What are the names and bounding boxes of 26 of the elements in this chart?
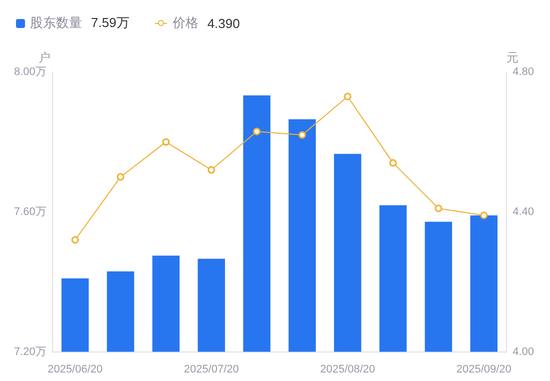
point xyxy=(434,204,442,212)
point xyxy=(480,212,488,220)
point xyxy=(298,131,306,139)
point xyxy=(116,173,124,181)
point xyxy=(71,236,79,244)
y2-tick-label: 4.80 xyxy=(512,66,534,78)
x-tick-label: 2025/06/20 xyxy=(48,363,103,376)
point xyxy=(344,92,352,100)
legend-label: 股东数量 xyxy=(30,14,82,32)
text: 7.59万 xyxy=(91,14,130,32)
point xyxy=(389,159,397,167)
point xyxy=(253,128,261,136)
y2-axis-title: 元 xyxy=(506,50,519,64)
point xyxy=(208,166,216,174)
y-tick-label: 7.20万 xyxy=(14,346,46,358)
x-tick-label: 2025/08/20 xyxy=(320,363,376,376)
y-tick-label: 8.00万 xyxy=(14,66,46,78)
y-axis-title: 户 xyxy=(38,50,50,64)
y-tick-label: 7.60万 xyxy=(14,206,46,218)
legend-label: 价格 xyxy=(172,14,198,32)
text: 4.390 xyxy=(207,16,240,30)
y2-tick-label: 4.40 xyxy=(512,206,534,218)
y2-tick-label: 4.00 xyxy=(512,346,534,358)
point xyxy=(162,138,170,146)
x-tick-label: 2025/07/20 xyxy=(184,363,239,376)
x-tick-label: 2025/09/20 xyxy=(456,363,512,376)
